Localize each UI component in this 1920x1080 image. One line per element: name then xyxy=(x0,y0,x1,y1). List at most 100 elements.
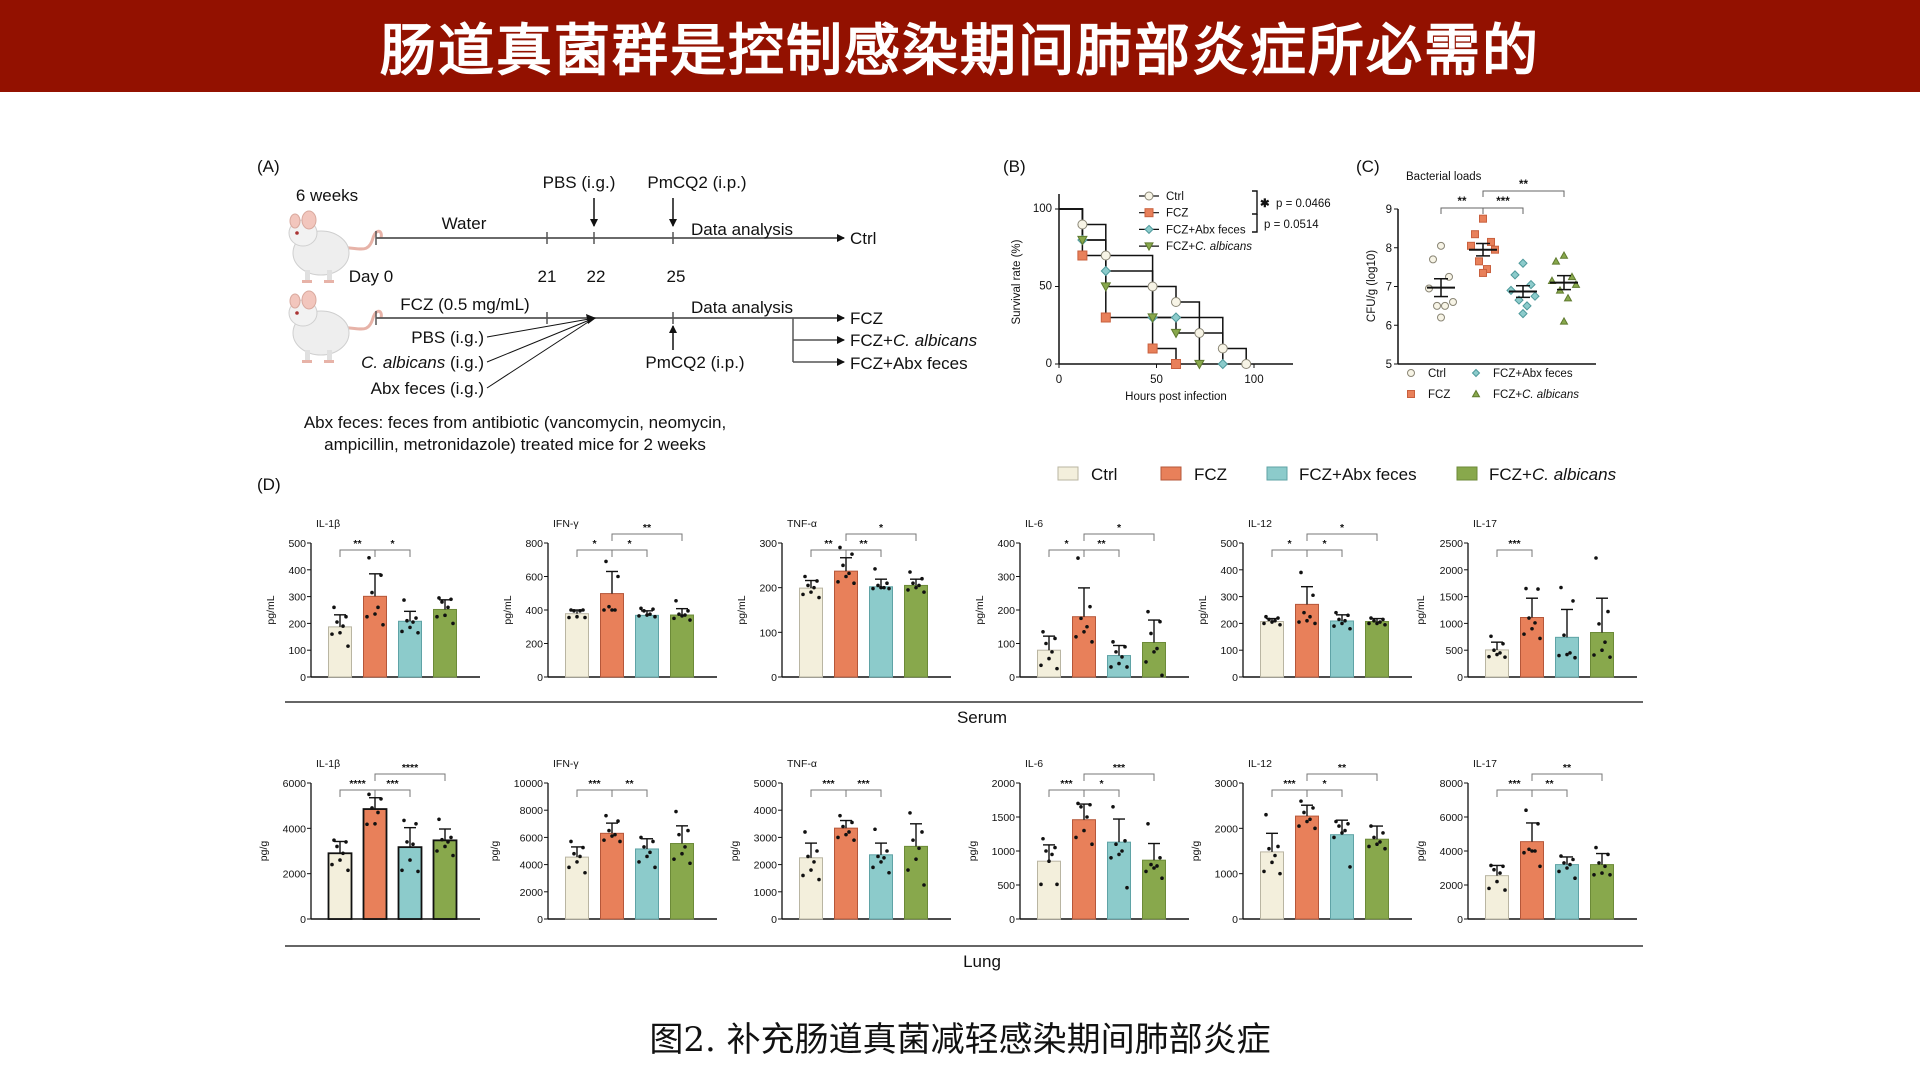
data-point xyxy=(1565,866,1569,870)
bar-fcz-abx-feces xyxy=(1330,834,1354,920)
survival-point-fcz xyxy=(1077,250,1088,261)
data-point-fcz xyxy=(1475,257,1483,266)
data-point xyxy=(1144,660,1148,664)
significance-bracket xyxy=(611,789,648,797)
data-point xyxy=(1158,619,1162,624)
data-point xyxy=(1608,873,1612,877)
pbs-ig-label: PBS (i.g.) xyxy=(411,328,484,347)
data-point xyxy=(1044,641,1048,646)
data-point xyxy=(365,614,369,619)
data-point xyxy=(922,883,926,887)
pbs-top-label: PBS (i.g.) xyxy=(543,173,616,192)
y-tick-label: 0 xyxy=(537,672,543,684)
data-point xyxy=(806,583,810,588)
significance-bracket xyxy=(374,789,411,797)
data-point xyxy=(885,581,889,585)
data-point xyxy=(1273,853,1277,858)
y-axis-label: pg/mL xyxy=(502,595,514,624)
significance-label: * xyxy=(879,522,884,534)
bar-ctrl xyxy=(799,587,823,678)
data-point xyxy=(1267,846,1271,851)
data-point xyxy=(373,822,377,826)
data-point xyxy=(1109,856,1113,860)
data-point xyxy=(616,574,620,579)
significance-bracket xyxy=(1048,789,1085,797)
data-point xyxy=(1600,648,1604,652)
data-point xyxy=(1501,641,1505,646)
data-point xyxy=(879,860,883,864)
data-point xyxy=(1155,646,1159,651)
significance-bracket xyxy=(810,549,847,557)
significance-bracket xyxy=(1496,789,1533,797)
survival-point-fcz xyxy=(1147,343,1158,354)
data-point xyxy=(1369,824,1373,828)
data-point xyxy=(841,563,845,568)
y-tick-label: 0 xyxy=(300,672,306,684)
data-point xyxy=(686,609,690,613)
data-point xyxy=(379,797,383,801)
data-point xyxy=(338,858,342,862)
data-point xyxy=(1346,613,1350,618)
y-tick-label: 100 xyxy=(288,645,306,657)
legend-marker-fcz-c-albicans xyxy=(1471,389,1481,398)
data-point xyxy=(572,851,576,856)
significance-bracket xyxy=(374,549,411,557)
data-point xyxy=(917,583,921,588)
data-point xyxy=(1367,844,1371,849)
data-point xyxy=(1346,822,1350,826)
y-tick-label: 200 xyxy=(997,605,1015,617)
significance-bracket xyxy=(339,549,376,557)
data-point xyxy=(1276,616,1280,620)
significance-bracket xyxy=(1440,207,1484,214)
data-point xyxy=(602,838,606,842)
data-point xyxy=(376,810,380,815)
bar-fcz xyxy=(1520,617,1544,678)
data-point xyxy=(847,830,851,834)
legend-swatch-fcz xyxy=(1160,466,1182,481)
data-point xyxy=(1041,836,1045,841)
data-point xyxy=(443,844,447,849)
gavage-line-pbs xyxy=(486,318,593,338)
data-point xyxy=(613,608,617,612)
data-point-fcz-c-albicans xyxy=(1559,250,1569,259)
significance-bracket xyxy=(845,789,882,797)
calb-ig-suffix: (i.g.) xyxy=(445,353,484,372)
data-point xyxy=(1337,824,1341,828)
bar-fcz xyxy=(600,593,624,678)
data-point xyxy=(437,817,441,822)
legend-label-fcz-abx-feces: FCZ+Abx feces xyxy=(1166,224,1246,236)
legend-label-fcz-c-albicans: FCZ+C. albicans xyxy=(1493,389,1579,401)
significance-bracket xyxy=(1083,789,1120,797)
survival-point-fcz xyxy=(1171,359,1181,369)
significance-bracket xyxy=(1482,190,1565,197)
data-point xyxy=(801,592,805,597)
data-point xyxy=(1155,864,1159,868)
data-point xyxy=(575,860,579,864)
data-point xyxy=(1053,636,1057,641)
data-point xyxy=(1123,645,1127,649)
y-tick-label: 2000 xyxy=(1440,565,1464,577)
y-tick-label: 0 xyxy=(1457,672,1463,684)
data-point xyxy=(581,608,585,612)
data-point xyxy=(411,842,415,846)
data-point xyxy=(400,629,404,634)
data-point xyxy=(1305,618,1309,623)
y-tick-label: 600 xyxy=(525,572,543,584)
data-point xyxy=(920,830,924,834)
chart-title: IL-17 xyxy=(1473,518,1497,530)
data-point xyxy=(1487,654,1491,659)
data-point xyxy=(1573,655,1577,660)
data-point xyxy=(1332,624,1336,628)
data-point-fcz-abx-feces xyxy=(1526,279,1536,290)
y-tick-label: 200 xyxy=(759,583,777,595)
bar-fcz-c-albicans xyxy=(670,614,694,678)
significance-bracket xyxy=(845,533,917,541)
data-point xyxy=(838,545,842,550)
data-point xyxy=(344,614,348,619)
data-point xyxy=(1378,620,1382,624)
data-point xyxy=(806,854,810,859)
bar-fcz-c-albicans xyxy=(1142,641,1166,678)
data-point xyxy=(1603,640,1607,644)
p-value-label: p = 0.0514 xyxy=(1264,219,1319,231)
legend-label-fcz-c-albicans-prefix: FCZ+ xyxy=(1489,465,1532,484)
